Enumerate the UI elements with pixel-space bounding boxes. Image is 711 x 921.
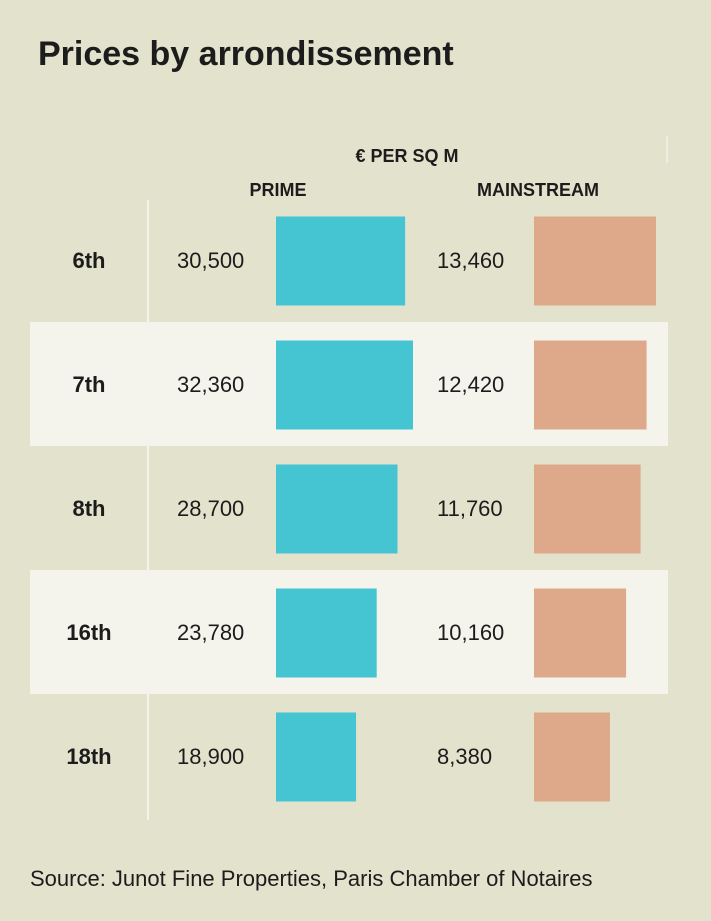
category-label: 16th	[66, 620, 111, 645]
bar	[276, 340, 413, 430]
value-label: 12,420	[437, 372, 504, 397]
bar	[534, 588, 627, 678]
category-label: 8th	[73, 496, 106, 521]
subtitle: € PER SQ M	[355, 146, 458, 166]
category-label: 6th	[73, 248, 106, 273]
bar	[534, 712, 610, 802]
bar	[276, 712, 357, 802]
value-label: 32,360	[177, 372, 244, 397]
value-label: 30,500	[177, 248, 244, 273]
bar	[534, 464, 641, 554]
bar	[534, 216, 656, 306]
source: Source: Junot Fine Properties, Paris Cha…	[30, 866, 592, 891]
value-label: 11,760	[437, 496, 503, 521]
bar	[276, 588, 377, 678]
value-label: 23,780	[177, 620, 244, 645]
value-label: 28,700	[177, 496, 244, 521]
category-label: 7th	[73, 372, 106, 397]
bar	[276, 216, 406, 306]
value-label: 18,900	[177, 744, 244, 769]
bar	[534, 340, 647, 430]
chart-title: Prices by arrondissement	[38, 35, 454, 73]
column-header: PRIME	[249, 180, 306, 200]
column-header: MAINSTREAM	[477, 180, 599, 200]
marks: 6th 30,500 13,460 7th 32,360 12,420 8th 28,700 1…	[66, 180, 656, 802]
value-label: 10,160	[437, 620, 504, 645]
bar	[276, 464, 398, 554]
value-label: 13,460	[437, 248, 504, 273]
category-label: 18th	[66, 744, 111, 769]
value-label: 8,380	[437, 744, 492, 769]
